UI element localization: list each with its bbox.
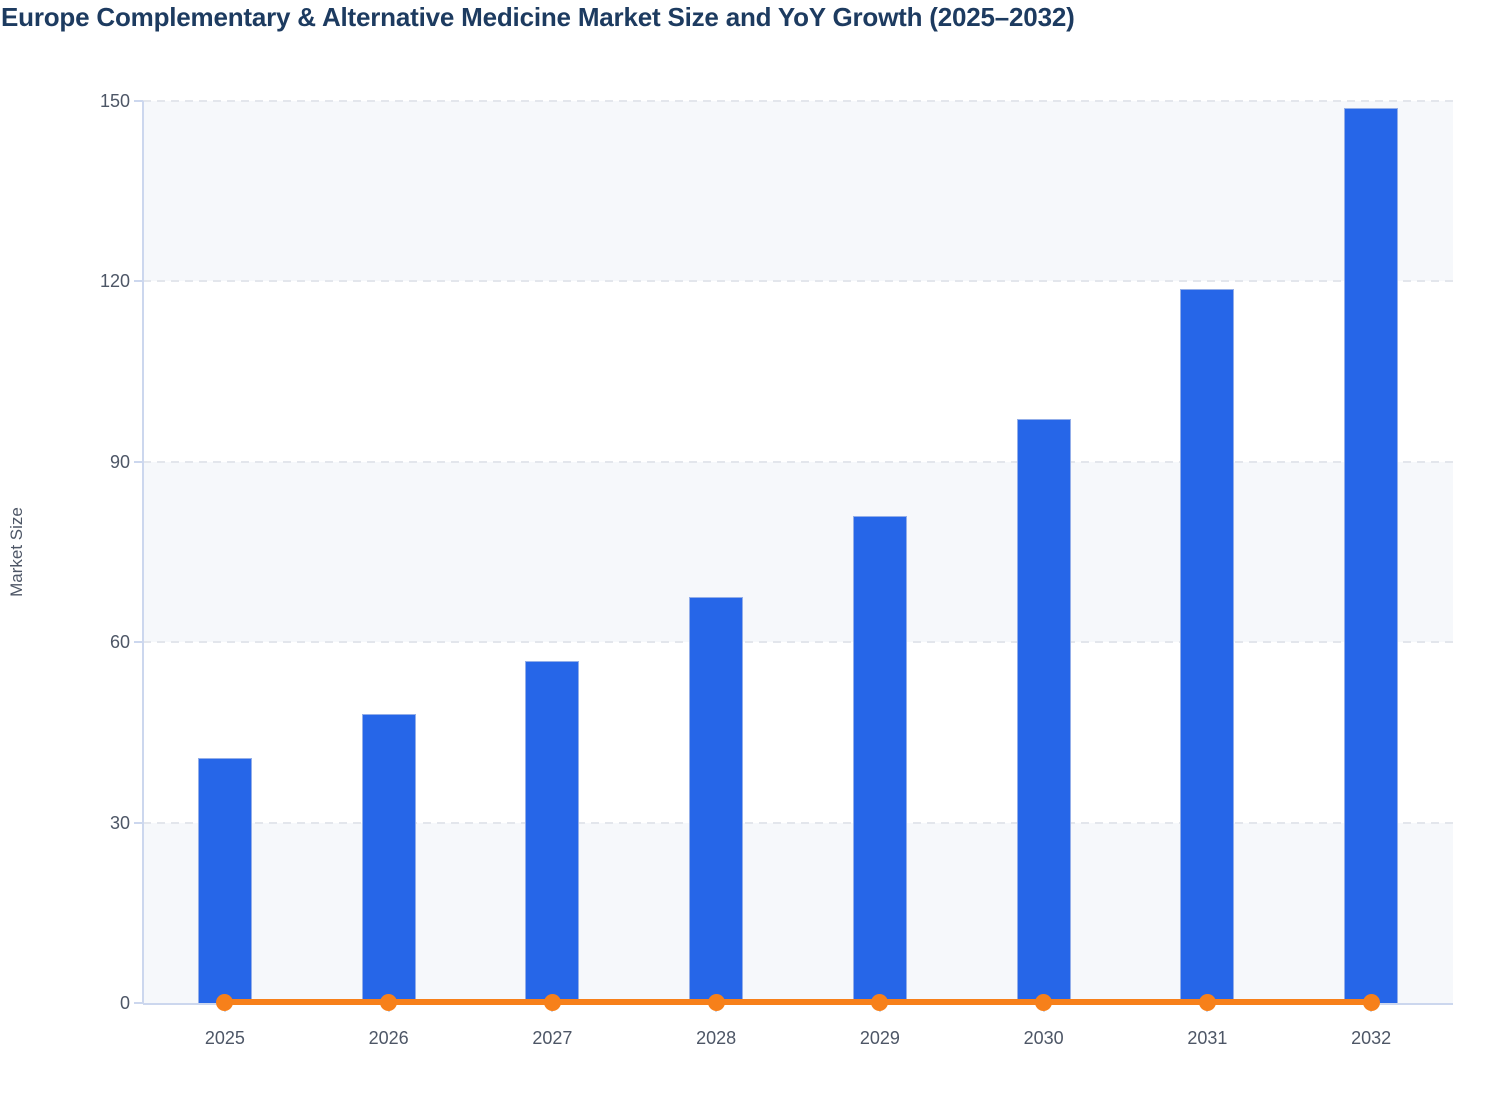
y-tick-label: 120 (99, 271, 130, 292)
y-tick-mark (134, 280, 143, 283)
yoy-point-2026 (380, 993, 398, 1011)
y-tick-label: 60 (109, 632, 130, 653)
yoy-point-2032 (1362, 993, 1380, 1011)
x-tick-label: 2025 (204, 1028, 245, 1048)
gridline (143, 280, 1453, 283)
plot-band (143, 281, 1453, 462)
x-tick-label: 2028 (696, 1028, 737, 1048)
yoy-point-2031 (1198, 993, 1216, 1011)
x-tick-label: 2031 (1187, 1028, 1228, 1048)
bar-2026 (361, 713, 416, 1003)
y-axis-line (142, 101, 144, 1003)
plot-band (143, 822, 1453, 1003)
x-tick-label: 2026 (368, 1028, 409, 1048)
y-tick-label: 0 (119, 993, 130, 1013)
yoy-point-2028 (707, 993, 725, 1011)
y-tick-label: 90 (109, 451, 130, 472)
bar-2031 (1180, 289, 1235, 1003)
x-tick-label: 2027 (532, 1028, 573, 1048)
yoy-point-2027 (543, 993, 561, 1011)
plot-band (143, 101, 1453, 282)
bar-2029 (852, 515, 907, 1003)
bar-2027 (525, 660, 580, 1003)
yoy-point-2029 (871, 993, 889, 1011)
y-tick-label: 30 (109, 812, 130, 833)
y-tick-mark (134, 460, 143, 463)
plot-band (143, 461, 1453, 643)
yoy-point-2025 (216, 993, 234, 1011)
y-tick-mark (134, 821, 143, 824)
y-tick-mark (134, 641, 143, 644)
gridline (143, 641, 1453, 644)
chart-title: Europe Complementary & Alternative Medic… (1, 2, 1075, 32)
bar-2028 (689, 597, 744, 1003)
x-tick-label: 2029 (859, 1028, 900, 1048)
x-tick-label: 2032 (1351, 1028, 1392, 1048)
gridline (143, 100, 1453, 102)
plot-band (143, 642, 1453, 823)
gridline (143, 821, 1453, 824)
gridline (143, 460, 1453, 463)
yoy-point-2030 (1035, 993, 1053, 1011)
y-tick-mark (134, 100, 143, 102)
x-tick-label: 2030 (1023, 1028, 1064, 1048)
y-axis-title: Market Size (7, 507, 26, 597)
yoy-growth-line (224, 999, 1372, 1005)
y-tick-label: 150 (99, 91, 130, 111)
bar-2032 (1344, 108, 1399, 1003)
bar-2025 (197, 758, 252, 1003)
bar-2030 (1016, 418, 1071, 1003)
y-tick-mark (134, 1002, 143, 1004)
